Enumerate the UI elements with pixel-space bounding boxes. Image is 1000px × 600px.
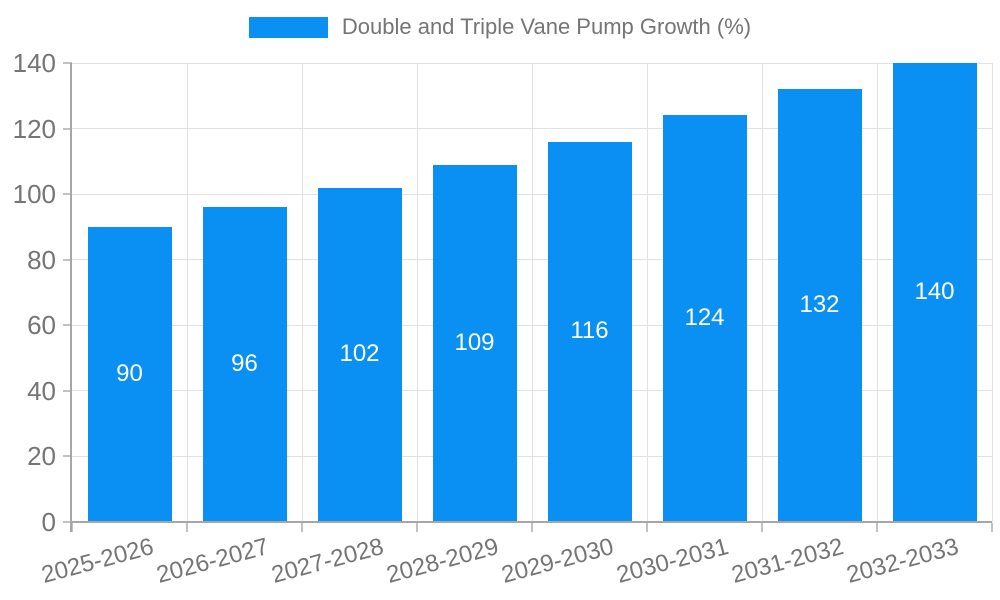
chart-legend[interactable]: Double and Triple Vane Pump Growth (%) [0,14,1000,40]
y-tick-label: 100 [12,179,56,210]
x-tick-mark [991,523,993,532]
x-tick-mark [186,523,188,532]
y-tick-mark [63,521,72,523]
y-tick-mark [63,62,72,64]
x-axis-line [70,521,992,523]
y-tick-label: 20 [27,441,56,472]
x-tick-label: 2027-2028 [268,533,387,589]
bar: 96 [202,207,287,521]
x-tick-mark [416,523,418,532]
x-tick-label: 2026-2027 [153,533,272,589]
gridline-vertical [531,63,533,522]
bar: 124 [662,115,747,521]
x-tick-label: 2028-2029 [383,533,502,589]
y-tick-mark [63,324,72,327]
bar: 109 [432,164,517,521]
gridline-vertical [991,63,993,522]
bar-value-label: 132 [799,291,840,319]
bar: 116 [547,141,632,521]
gridline-vertical [646,63,648,522]
y-axis-line [70,63,72,532]
y-tick-mark [63,127,72,130]
gridline-vertical [186,63,188,522]
y-tick-label: 40 [27,375,56,406]
bar-value-label: 109 [454,328,495,356]
y-tick-label: 120 [12,113,56,144]
bar-value-label: 90 [116,359,143,387]
bar: 102 [317,187,402,521]
bar-value-label: 116 [570,317,609,345]
y-tick-label: 0 [41,507,56,537]
y-tick-mark [63,193,72,196]
bar: 132 [777,89,862,521]
y-tick-label: 60 [27,310,56,341]
x-tick-label: 2029-2030 [498,533,617,589]
x-tick-mark [531,523,533,532]
x-tick-label: 2025-2026 [38,533,157,589]
y-tick-label: 80 [27,244,56,275]
x-tick-label: 2032-2033 [843,533,962,589]
bar-value-label: 124 [684,304,725,332]
y-tick-label: 140 [12,48,56,78]
bar: 90 [87,226,172,521]
x-tick-label: 2031-2032 [728,533,847,589]
gridline-vertical [876,63,878,522]
y-tick-mark [63,389,72,392]
x-tick-mark [646,523,648,532]
legend-label: Double and Triple Vane Pump Growth (%) [341,14,752,39]
gridline-vertical [301,63,303,522]
legend-swatch [248,16,328,38]
x-tick-mark [301,523,303,532]
bar: 140 [892,63,977,521]
x-tick-label: 2030-2031 [613,533,732,589]
x-tick-mark [761,523,763,532]
gridline-vertical [416,63,418,522]
bar-value-label: 102 [339,340,380,368]
y-tick-mark [63,455,72,458]
gridline-vertical [761,63,763,522]
y-tick-mark [63,258,72,261]
x-tick-mark [71,523,73,532]
bar-value-label: 140 [914,278,955,305]
bar-value-label: 96 [231,350,258,378]
x-tick-mark [876,523,878,532]
